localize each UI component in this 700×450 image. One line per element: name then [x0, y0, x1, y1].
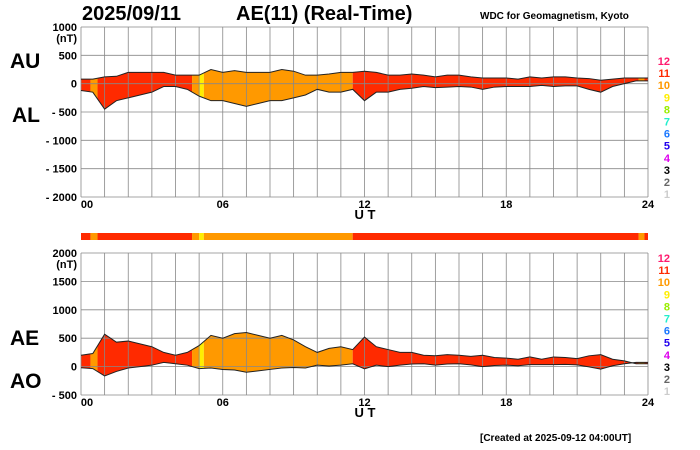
station-count-strip-segment — [192, 233, 200, 240]
au-al-panel-upper-line — [81, 68, 648, 81]
ao-label: AO — [10, 370, 42, 393]
au-al-panel-ytick-label: - 1000 — [46, 135, 77, 147]
ae-ao-panel-xtick-label: 12 — [358, 397, 370, 409]
station-count-strip-segment — [199, 233, 204, 240]
au-al-panel-xtick-label: 06 — [217, 199, 229, 211]
ae-ao-panel-fill-segment — [203, 332, 353, 376]
ae-ao-panel-xtick-label: 24 — [642, 397, 655, 409]
au-al-panel-xtick-label: 00 — [81, 199, 93, 211]
au-al-panel-fill-segment — [192, 69, 200, 110]
legend-item-7: 7 — [664, 314, 670, 326]
au-al-panel-lower-line — [80, 80, 648, 110]
ae-ao-panel-lower-line — [80, 361, 648, 377]
station-count-strip-segment — [90, 233, 98, 240]
au-al-panel-ytick-label: 0 — [71, 79, 77, 91]
ae-ao-panel-xaxis-label: U T — [355, 405, 376, 420]
legend-item-6: 6 — [664, 129, 670, 141]
chart-title: AE(11) (Real-Time) — [236, 3, 413, 25]
station-count-strip-segment — [81, 233, 91, 240]
ae-ao-panel-ytick-label: 1000 — [53, 305, 77, 317]
au-al-panel-ytick-label: - 2000 — [46, 192, 77, 204]
legend-item-11: 11 — [658, 265, 670, 277]
ae-ao-panel-xtick-label: 18 — [500, 397, 512, 409]
legend-item-4: 4 — [664, 153, 671, 165]
legend-item-1: 1 — [664, 189, 670, 201]
legend-item-8: 8 — [664, 301, 670, 313]
footer-created: [Created at 2025-09-12 04:00UT] — [480, 433, 632, 444]
legend-item-2: 2 — [664, 374, 670, 386]
legend-item-6: 6 — [664, 326, 670, 338]
ae-ao-panel-fill-segment — [638, 332, 645, 376]
au-al-panel-xtick-label: 18 — [500, 199, 512, 211]
ae-ao-panel-fill-segment — [352, 332, 639, 376]
legend-item-11: 11 — [658, 68, 670, 80]
ae-label: AE — [10, 327, 40, 350]
legend-item-7: 7 — [664, 117, 670, 129]
ae-ao-panel-xtick-label: 06 — [217, 397, 229, 409]
al-label: AL — [12, 104, 40, 127]
au-al-panel-xtick-label: 12 — [358, 199, 370, 211]
ae-ao-panel-fill-segment — [192, 332, 200, 376]
ae-ao-panel-fill-segment — [90, 332, 98, 376]
au-al-panel-xaxis-label: U T — [355, 207, 376, 222]
legend-item-8: 8 — [664, 104, 670, 116]
date-title: 2025/09/11 — [82, 3, 181, 25]
legend-item-5: 5 — [664, 141, 670, 153]
legend-item-1: 1 — [664, 386, 670, 398]
legend-item-10: 10 — [658, 80, 670, 92]
legend-item-9: 9 — [664, 289, 670, 301]
ae-ao-panel-ytick-label: 2000 — [53, 248, 77, 260]
au-al-panel-fill-segment — [199, 69, 204, 110]
au-al-panel-ytick-label: 500 — [59, 50, 77, 62]
ae-ao-panel-fill-segment — [199, 332, 204, 376]
station-count-strip-segment — [203, 233, 353, 240]
au-al-panel-unit-label: (nT) — [56, 33, 77, 45]
ae-ao-panel-unit-label: (nT) — [56, 259, 77, 271]
station-count-strip-segment — [352, 233, 639, 240]
source-label: WDC for Geomagnetism, Kyoto — [480, 11, 629, 22]
legend-item-4: 4 — [664, 350, 671, 362]
ae-ao-panel-fill-segment — [644, 332, 648, 376]
legend-item-12: 12 — [658, 56, 670, 68]
station-count-strip-segment — [638, 233, 645, 240]
station-count-strip-segment — [644, 233, 648, 240]
ae-ao-panel-ytick-label: 500 — [59, 333, 77, 345]
ae-ao-panel-upper-line — [80, 332, 648, 365]
legend-item-3: 3 — [664, 362, 670, 374]
legend-item-3: 3 — [664, 165, 670, 177]
au-al-panel-ytick-label: - 1500 — [46, 164, 77, 176]
ae-ao-panel-xtick-label: 00 — [81, 397, 93, 409]
au-al-panel-ytick-label: - 500 — [52, 107, 77, 119]
ae-ao-panel-ytick-label: 0 — [71, 362, 77, 374]
legend-item-5: 5 — [664, 338, 670, 350]
legend-item-10: 10 — [658, 277, 670, 289]
legend-item-12: 12 — [658, 253, 670, 265]
au-al-panel-fill-segment — [90, 69, 98, 110]
au-al-panel-ytick-label: 1000 — [53, 22, 77, 34]
ae-ao-panel-ytick-label: - 500 — [52, 390, 77, 402]
station-count-strip-segment — [97, 233, 193, 240]
ae-ao-panel-fill-segment — [81, 332, 91, 376]
au-al-panel-fill-segment — [81, 69, 91, 110]
au-label: AU — [10, 50, 41, 73]
ae-ao-panel-ytick-label: 1500 — [53, 276, 77, 288]
au-al-panel-xtick-label: 24 — [642, 199, 655, 211]
legend-item-2: 2 — [664, 177, 670, 189]
legend-item-9: 9 — [664, 92, 670, 104]
